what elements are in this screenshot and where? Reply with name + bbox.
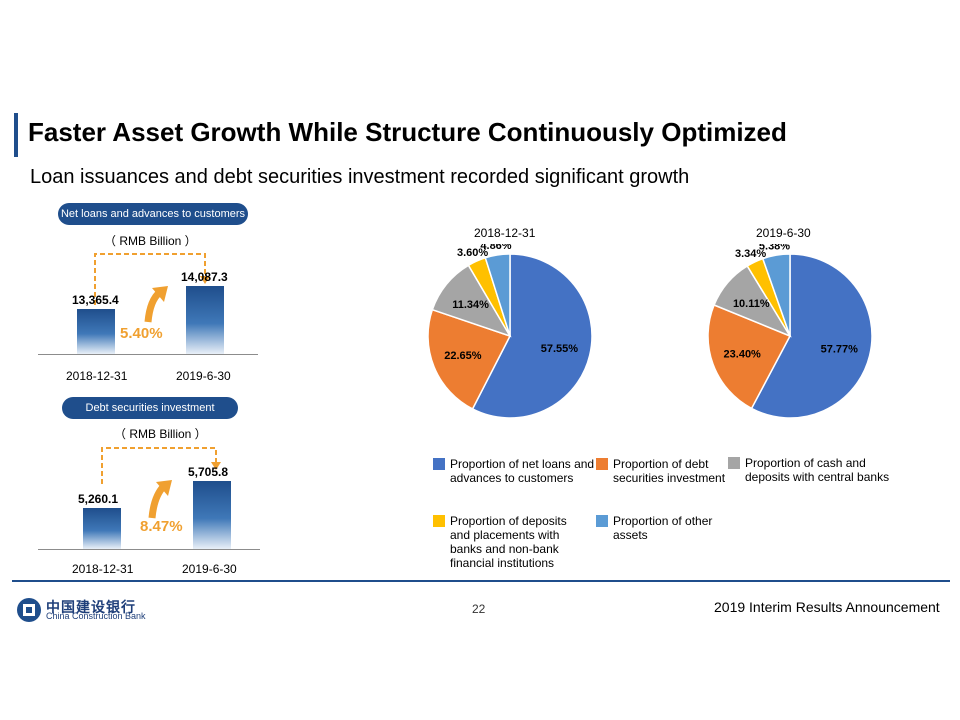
pie-2018-label-cash: 11.34% [452, 299, 489, 311]
legend-item-debt: Proportion of debt securities investment [596, 457, 731, 485]
pie-2018-label-loans: 57.55% [541, 343, 579, 355]
debt-value-2018: 5,260.1 [78, 492, 119, 506]
loans-value-2019: 14,087.3 [181, 270, 228, 284]
debt-xlabel-2019: 2019-6-30 [182, 562, 237, 576]
pie-2019-title: 2019-6-30 [756, 226, 811, 240]
pie-2018-slice-loans [471, 253, 593, 419]
debt-axis-line [38, 549, 260, 550]
pie-2018-label-other: 4.86% [480, 244, 511, 252]
legend-item-loans: Proportion of net loans and advances to … [433, 457, 598, 485]
loans-axis-line [38, 354, 258, 355]
debt-xlabel-2018: 2018-12-31 [72, 562, 134, 576]
loans-xlabel-2019: 2019-6-30 [176, 369, 231, 383]
legend-item-cash: Proportion of cash and deposits with cen… [728, 456, 898, 484]
loans-growth-connector [94, 253, 210, 323]
pie-2019-label-loans: 57.77% [821, 343, 859, 355]
legend-swatch-other [596, 515, 608, 527]
legend-item-deposits: Proportion of deposits and placements wi… [433, 514, 573, 570]
footer-text: 2019 Interim Results Announcement [714, 599, 940, 615]
pie-2018-label-deposits: 3.60% [457, 247, 488, 259]
loans-bar-2018 [77, 309, 115, 354]
debt-bar-2018 [83, 508, 121, 549]
footer-rule [12, 580, 950, 582]
pie-2018-label-debt: 22.65% [444, 350, 482, 362]
loans-bar-2019 [186, 286, 224, 354]
title-accent-bar [14, 113, 18, 157]
loans-unit-label: （ RMB Billion ） [104, 234, 197, 248]
pie-2019-slice-loans [750, 253, 873, 419]
pie-2019-label-deposits: 3.34% [735, 248, 766, 260]
pie-2019-label-other: 5.38% [759, 244, 790, 252]
debt-chart-title: Debt securities investment [62, 397, 238, 419]
debt-unit-label: （ RMB Billion ） [114, 427, 207, 441]
logo-english-name: China Construction Bank [46, 611, 146, 621]
loans-value-2018: 13,365.4 [72, 293, 119, 307]
page-subtitle: Loan issuances and debt securities inves… [30, 166, 690, 188]
loans-growth-rate: 5.40% [120, 325, 163, 342]
loans-xlabel-2018: 2018-12-31 [66, 369, 128, 383]
pie-chart-2018: 57.55% 22.65% 11.34% 3.60%4.86% [427, 244, 593, 419]
pie-2019-slice-debt [707, 304, 792, 410]
pie-2019-slice-other [761, 253, 791, 337]
pie-2018-slice-other [484, 253, 511, 337]
legend-item-other: Proportion of other assets [596, 514, 721, 542]
legend-label-loans: Proportion of net loans and advances to … [450, 457, 595, 485]
legend-label-cash: Proportion of cash and deposits with cen… [745, 456, 890, 484]
pie-2019-label-cash: 10.11% [733, 298, 770, 310]
pie-chart-2019: 57.77% 23.40% 10.11% 3.34%5.38% [707, 244, 873, 419]
ccb-logo-icon [17, 598, 41, 622]
legend-swatch-loans [433, 458, 445, 470]
page-title: Faster Asset Growth While Structure Cont… [28, 117, 787, 147]
loans-chart-title: Net loans and advances to customers [58, 203, 248, 225]
logo-chinese-name: 中国建设银行 [46, 599, 136, 615]
debt-value-2019: 5,705.8 [188, 465, 229, 479]
legend-label-other: Proportion of other assets [613, 514, 713, 542]
pie-2018-title: 2018-12-31 [474, 226, 536, 240]
debt-growth-connector [101, 447, 221, 519]
debt-growth-rate: 8.47% [140, 518, 183, 535]
legend-label-debt: Proportion of debt securities investment [613, 457, 726, 485]
legend-swatch-deposits [433, 515, 445, 527]
legend-swatch-cash [728, 457, 740, 469]
pie-2019-label-debt: 23.40% [724, 348, 762, 360]
debt-bar-2019 [193, 481, 231, 549]
pie-2018-slice-debt [427, 308, 512, 410]
page-number: 22 [472, 602, 486, 616]
legend-swatch-debt [596, 458, 608, 470]
legend-label-deposits: Proportion of deposits and placements wi… [450, 514, 567, 570]
